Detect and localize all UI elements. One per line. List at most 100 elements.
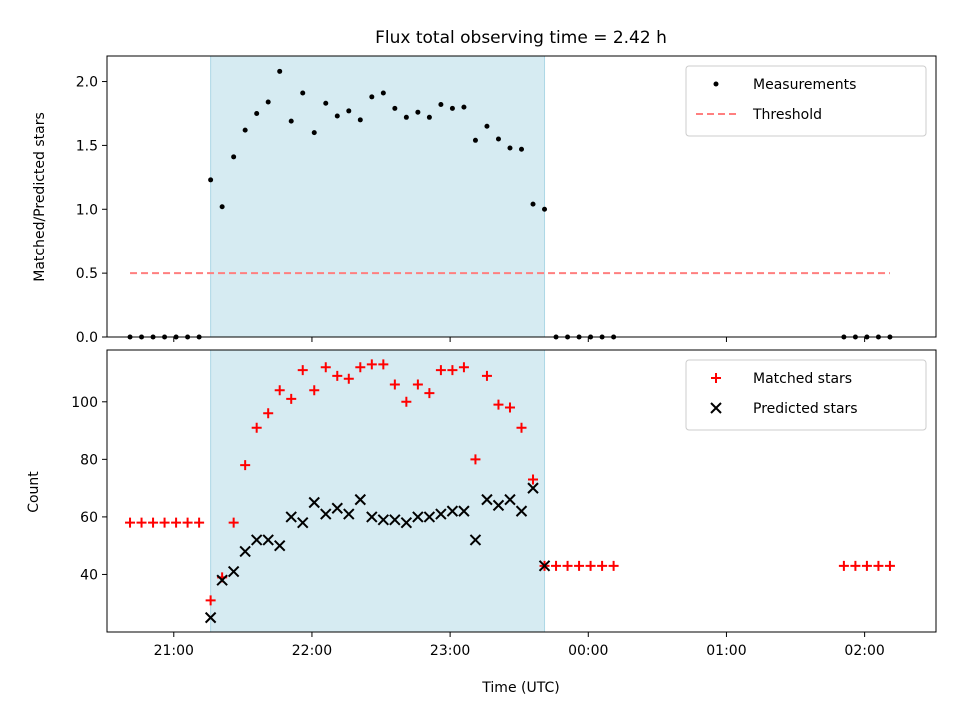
matched-star-marker (389, 379, 400, 390)
predicted-star-marker (343, 508, 355, 520)
x-tick-label: 21:00 (154, 643, 194, 659)
predicted-star-marker (320, 508, 332, 520)
legend-predicted-marker (710, 402, 722, 414)
predicted-star-marker (423, 511, 436, 523)
legend-measurement-marker (713, 81, 719, 87)
predicted-star-marker (366, 511, 378, 523)
measurement-point (380, 90, 386, 96)
axes-frame (106, 349, 937, 633)
matched-star-marker (297, 365, 308, 376)
matched-star-marker (194, 517, 205, 528)
measurement-point (461, 104, 467, 110)
predicted-star-marker (262, 534, 274, 546)
measurement-point (507, 145, 513, 151)
figure-title: Flux total observing time = 2.42 h (375, 28, 667, 48)
measurement-point (346, 108, 352, 114)
matched-star-marker (504, 402, 515, 413)
predicted-star-marker (492, 499, 505, 512)
measurement-point (254, 110, 260, 116)
predicted-star-marker (250, 534, 263, 546)
predicted-star-marker (331, 502, 343, 514)
y-tick-label: 0.5 (76, 266, 98, 282)
matched-star-marker (873, 560, 884, 571)
measurement-point (369, 94, 375, 100)
matched-star-marker (274, 385, 285, 396)
matched-star-marker (148, 517, 159, 528)
y-tick-label: 1.0 (76, 202, 98, 218)
predicted-star-marker (308, 496, 320, 509)
y-tick-label: 0.0 (76, 330, 98, 346)
matched-star-marker (332, 370, 343, 381)
x-tick-label: 22:00 (292, 643, 332, 659)
measurement-point (495, 136, 501, 142)
x-tick-label: 01:00 (706, 643, 746, 659)
legend: Matched stars Predicted stars (685, 359, 927, 431)
measurement-point (323, 100, 329, 106)
x-tick-label: 00:00 (568, 643, 608, 659)
matched-star-marker (528, 474, 539, 485)
x-tick-label: 02:00 (844, 643, 884, 659)
measurement-point (484, 123, 490, 129)
matched-star-marker (136, 517, 147, 528)
matched-star-marker (171, 517, 182, 528)
predicted-star-marker (400, 516, 413, 529)
measurement-point (519, 146, 524, 152)
matched-star-marker (493, 399, 504, 410)
legend-label: Predicted stars (753, 401, 858, 417)
y-tick-label: 80 (80, 452, 98, 468)
matched-star-marker (309, 385, 320, 396)
matched-star-marker (401, 396, 412, 407)
predicted-star-marker (216, 574, 228, 586)
matched-star-marker (838, 560, 849, 571)
shaded-interval (210, 349, 546, 633)
x-axis-label: Time (UTC) (481, 680, 559, 696)
predicted-star-marker (515, 505, 528, 517)
top-panel: 0.0 0.5 1.0 1.5 2.0 Measurements Threshold (76, 55, 937, 346)
legend-label: Matched stars (753, 371, 852, 387)
predicted-star-marker (204, 611, 217, 624)
matched-star-marker (884, 560, 895, 571)
legend-label: Measurements (753, 77, 856, 93)
matched-star-marker (228, 517, 239, 528)
matched-star-marker (251, 422, 262, 433)
predicted-star-marker (412, 511, 424, 523)
measurement-point (300, 90, 306, 96)
measurement-point (311, 130, 317, 136)
y-tick-label: 60 (80, 510, 98, 526)
predicted-star-marker (285, 511, 297, 523)
measurement-point (530, 201, 536, 207)
measurement-point (231, 154, 237, 160)
matched-star-marker (458, 362, 469, 373)
matched-star-marker (378, 359, 389, 370)
matched-star-marker (205, 595, 216, 606)
top-ylabel: Matched/Predicted stars (32, 112, 48, 282)
matched-star-marker (447, 365, 458, 376)
predicted-star-marker (458, 505, 470, 517)
predicted-star-marker (504, 493, 516, 506)
matched-star-marker (320, 362, 331, 373)
measurement-point (438, 102, 444, 108)
matched-star-marker (125, 517, 136, 528)
measurement-point (334, 113, 340, 119)
measurement-point (403, 114, 409, 120)
predicted-star-marker (446, 505, 459, 517)
measurement-point (265, 99, 271, 105)
bottom-panel: 40 60 80 100 21:00 22:00 23:00 00:00 01:00 02:00 M… (71, 349, 937, 659)
measurement-point (277, 68, 283, 74)
predicted-star-marker (527, 482, 539, 494)
predicted-star-marker (481, 493, 493, 506)
measurement-point (208, 177, 214, 183)
measurement-point (357, 117, 363, 123)
legend-frame (685, 359, 927, 431)
measurement-point (242, 127, 248, 133)
matched-star-marker (861, 560, 872, 571)
y-tick-label: 40 (80, 567, 98, 583)
matched-star-marker (263, 408, 274, 419)
matched-star-marker (412, 379, 423, 390)
measurement-point (392, 105, 398, 111)
predicted-star-marker (227, 565, 240, 578)
matched-star-marker (366, 359, 377, 370)
predicted-star-marker (377, 514, 390, 526)
matched-star-marker (608, 560, 619, 571)
